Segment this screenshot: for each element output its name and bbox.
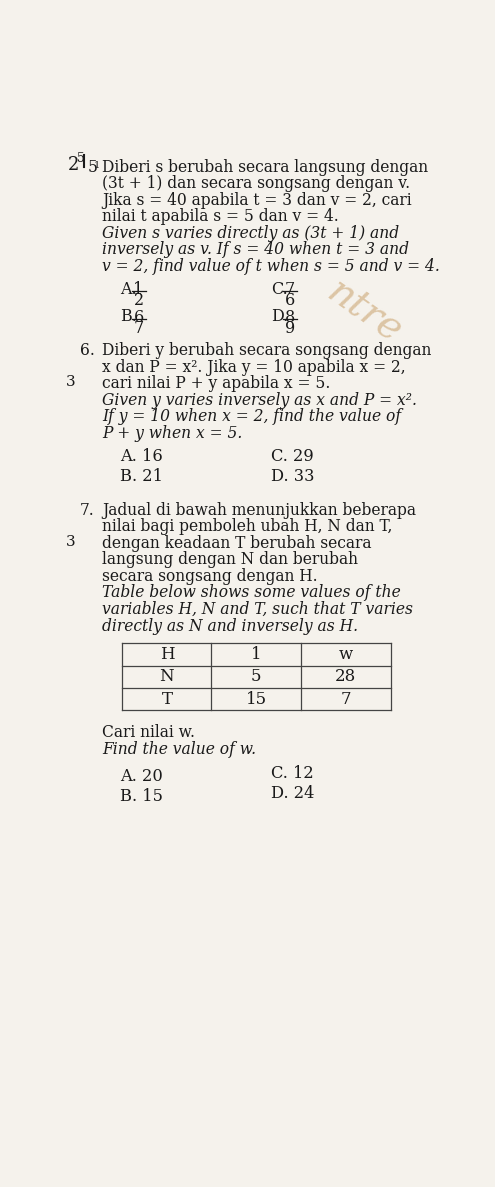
- Text: variables H, N and T, such that T varies: variables H, N and T, such that T varies: [102, 601, 413, 618]
- Text: inversely as v. If s = 40 when t = 3 and: inversely as v. If s = 40 when t = 3 and: [102, 241, 409, 259]
- Text: Jika s = 40 apabila t = 3 dan v = 2, cari: Jika s = 40 apabila t = 3 dan v = 2, car…: [102, 192, 412, 209]
- Text: directly as N and inversely as H.: directly as N and inversely as H.: [102, 617, 358, 635]
- Text: H: H: [159, 646, 174, 664]
- Text: Find the value of w.: Find the value of w.: [102, 741, 256, 757]
- Text: 5: 5: [88, 159, 98, 176]
- Text: (3t + 1) dan secara songsang dengan v.: (3t + 1) dan secara songsang dengan v.: [102, 176, 410, 192]
- Text: C. 12: C. 12: [271, 764, 314, 782]
- Text: 3: 3: [66, 535, 75, 548]
- Text: Table below shows some values of the: Table below shows some values of the: [102, 584, 401, 602]
- Text: Cari nilai w.: Cari nilai w.: [102, 724, 195, 741]
- Text: P + y when x = 5.: P + y when x = 5.: [102, 425, 243, 442]
- Text: ntre: ntre: [320, 273, 408, 350]
- Text: 28: 28: [335, 668, 356, 685]
- Text: langsung dengan N dan berubah: langsung dengan N dan berubah: [102, 551, 358, 569]
- Text: 7: 7: [285, 281, 295, 298]
- Text: w: w: [339, 646, 353, 664]
- Text: 1: 1: [94, 161, 100, 170]
- Text: Given s varies directly as (3t + 1) and: Given s varies directly as (3t + 1) and: [102, 224, 399, 242]
- Text: B.: B.: [120, 309, 137, 325]
- Text: A. 20: A. 20: [120, 768, 163, 785]
- Text: cari nilai P + y apabila x = 5.: cari nilai P + y apabila x = 5.: [102, 375, 331, 393]
- Text: 1: 1: [134, 281, 144, 298]
- Text: 6: 6: [285, 292, 295, 309]
- Text: Diberi y berubah secara songsang dengan: Diberi y berubah secara songsang dengan: [102, 342, 432, 360]
- Text: 8: 8: [285, 309, 295, 326]
- Text: 5: 5: [251, 668, 261, 685]
- Text: secara songsang dengan H.: secara songsang dengan H.: [102, 567, 318, 585]
- Text: D. 24: D. 24: [271, 785, 315, 802]
- Text: B. 21: B. 21: [120, 468, 163, 484]
- Text: C. 29: C. 29: [271, 447, 314, 465]
- Text: Jadual di bawah menunjukkan beberapa: Jadual di bawah menunjukkan beberapa: [102, 502, 416, 519]
- Text: 6: 6: [134, 309, 144, 326]
- Text: 6.: 6.: [80, 342, 95, 360]
- Text: A. 16: A. 16: [120, 447, 163, 465]
- Text: nilai bagi pemboleh ubah H, N dan T,: nilai bagi pemboleh ubah H, N dan T,: [102, 519, 393, 535]
- Text: T: T: [161, 691, 172, 707]
- Text: 2: 2: [68, 157, 80, 174]
- Text: Given y varies inversely as x and P = x².: Given y varies inversely as x and P = x²…: [102, 392, 417, 408]
- Text: 7.: 7.: [80, 502, 95, 519]
- Text: v = 2, find value of t when s = 5 and v = 4.: v = 2, find value of t when s = 5 and v …: [102, 258, 440, 275]
- Text: B. 15: B. 15: [120, 788, 163, 805]
- Text: nilai t apabila s = 5 dan v = 4.: nilai t apabila s = 5 dan v = 4.: [102, 208, 339, 226]
- Text: 5: 5: [77, 152, 85, 165]
- Text: A.: A.: [120, 280, 137, 298]
- Text: D.: D.: [271, 309, 289, 325]
- Text: 3: 3: [66, 375, 75, 389]
- Text: Diberi s berubah secara langsung dengan: Diberi s berubah secara langsung dengan: [102, 159, 428, 176]
- Text: C.: C.: [271, 280, 288, 298]
- Text: N: N: [159, 668, 174, 685]
- Text: 7: 7: [134, 320, 144, 337]
- Text: dengan keadaan T berubah secara: dengan keadaan T berubah secara: [102, 535, 372, 552]
- Text: 9: 9: [285, 320, 295, 337]
- Text: D. 33: D. 33: [271, 468, 315, 484]
- Text: 7: 7: [341, 691, 351, 707]
- Text: 2: 2: [134, 292, 144, 309]
- Text: If y = 10 when x = 2, find the value of: If y = 10 when x = 2, find the value of: [102, 408, 401, 425]
- Text: 1: 1: [250, 646, 261, 664]
- Text: x dan P = x². Jika y = 10 apabila x = 2,: x dan P = x². Jika y = 10 apabila x = 2,: [102, 358, 406, 376]
- Text: 15: 15: [246, 691, 267, 707]
